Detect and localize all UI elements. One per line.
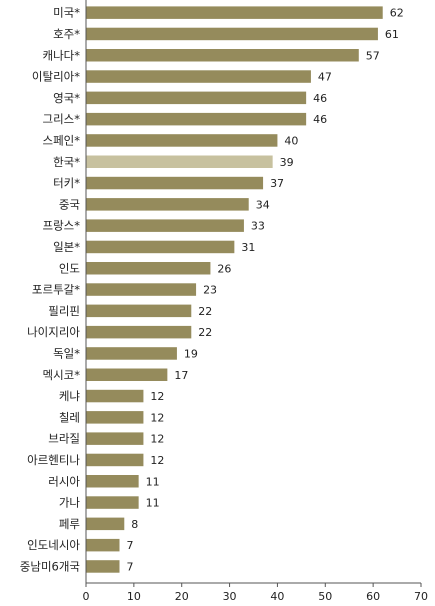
category-label: 캐나다* — [43, 48, 81, 62]
category-label: 칠레 — [59, 410, 80, 424]
category-label: 호주* — [53, 27, 80, 41]
value-label: 62 — [390, 7, 404, 20]
category-label: 필리핀 — [48, 304, 80, 318]
category-label: 중남미6개국 — [20, 559, 80, 573]
value-label: 61 — [385, 28, 399, 41]
category-label: 프랑스* — [43, 219, 81, 233]
value-labels-group: 6261574746464039373433312623222219171212… — [127, 7, 404, 574]
value-label: 17 — [174, 369, 188, 382]
category-label: 미국* — [53, 6, 80, 20]
bar — [86, 219, 244, 232]
category-label: 그리스* — [43, 112, 81, 126]
category-label: 영국* — [53, 91, 80, 105]
category-label: 포르투갈* — [32, 283, 80, 297]
value-label: 46 — [313, 92, 327, 105]
category-label: 스페인* — [43, 133, 81, 147]
value-label: 57 — [366, 49, 380, 62]
bar — [86, 411, 144, 424]
bar — [86, 389, 144, 403]
bar — [86, 262, 211, 275]
bar — [86, 112, 307, 126]
bar — [86, 432, 144, 445]
bar — [86, 198, 249, 211]
value-label: 12 — [150, 411, 164, 424]
category-label: 나이지리아 — [27, 325, 80, 339]
bar — [86, 27, 378, 41]
value-label: 47 — [318, 71, 332, 84]
x-tick-label: 50 — [318, 590, 332, 603]
category-label: 러시아 — [48, 474, 80, 488]
value-label: 40 — [284, 134, 298, 147]
bar — [86, 240, 235, 254]
bar — [86, 496, 139, 509]
category-label: 케냐 — [59, 389, 81, 403]
bar — [86, 49, 359, 62]
bar — [86, 91, 307, 105]
bar — [86, 475, 139, 488]
value-label: 19 — [184, 347, 198, 360]
x-tick-label: 70 — [414, 590, 428, 603]
category-label: 인도네시아 — [27, 538, 80, 552]
bar — [86, 155, 273, 168]
value-label: 37 — [270, 177, 284, 190]
category-label: 이탈리아* — [32, 70, 80, 84]
category-label: 터키* — [53, 176, 80, 190]
category-label: 중국 — [59, 197, 80, 211]
value-label: 7 — [127, 539, 134, 552]
value-label: 11 — [146, 497, 160, 510]
category-label: 인도 — [59, 261, 80, 275]
bar — [86, 304, 192, 318]
value-label: 12 — [150, 390, 164, 403]
bars-group — [86, 6, 383, 573]
value-label: 22 — [198, 326, 212, 339]
category-label: 멕시코* — [43, 368, 81, 382]
x-ticks-group: 0 10 20 30 40 50 60 70 — [83, 583, 428, 603]
value-label: 31 — [241, 241, 255, 254]
bar — [86, 517, 125, 531]
value-label: 39 — [280, 156, 294, 169]
value-label: 7 — [127, 560, 134, 573]
bar — [86, 176, 264, 190]
bar — [86, 347, 177, 360]
bar — [86, 368, 168, 381]
category-label: 페루 — [59, 517, 80, 531]
category-label: 일본* — [53, 240, 80, 254]
bar — [86, 70, 311, 83]
value-label: 34 — [256, 198, 270, 211]
value-label: 22 — [198, 305, 212, 318]
bar — [86, 134, 278, 147]
x-tick-label: 10 — [127, 590, 141, 603]
value-label: 8 — [131, 518, 138, 531]
value-label: 26 — [217, 262, 231, 275]
value-label: 46 — [313, 113, 327, 126]
value-label: 12 — [150, 433, 164, 446]
category-label: 한국* — [53, 155, 80, 169]
x-tick-label: 20 — [175, 590, 189, 603]
value-label: 33 — [251, 220, 265, 233]
x-tick-label: 40 — [270, 590, 284, 603]
x-tick-label: 0 — [83, 590, 90, 603]
category-label: 독일* — [53, 346, 80, 360]
bar — [86, 453, 144, 467]
bar — [86, 560, 120, 573]
bar — [86, 325, 192, 339]
bar — [86, 6, 383, 19]
value-label: 11 — [146, 475, 160, 488]
x-tick-label: 30 — [223, 590, 237, 603]
category-label: 아르헨티나 — [27, 453, 80, 467]
value-label: 12 — [150, 454, 164, 467]
value-label: 23 — [203, 284, 217, 297]
bar — [86, 283, 197, 296]
category-label: 브라질 — [48, 432, 80, 446]
bar — [86, 538, 120, 552]
category-label: 가나 — [59, 496, 81, 510]
x-tick-label: 60 — [366, 590, 380, 603]
